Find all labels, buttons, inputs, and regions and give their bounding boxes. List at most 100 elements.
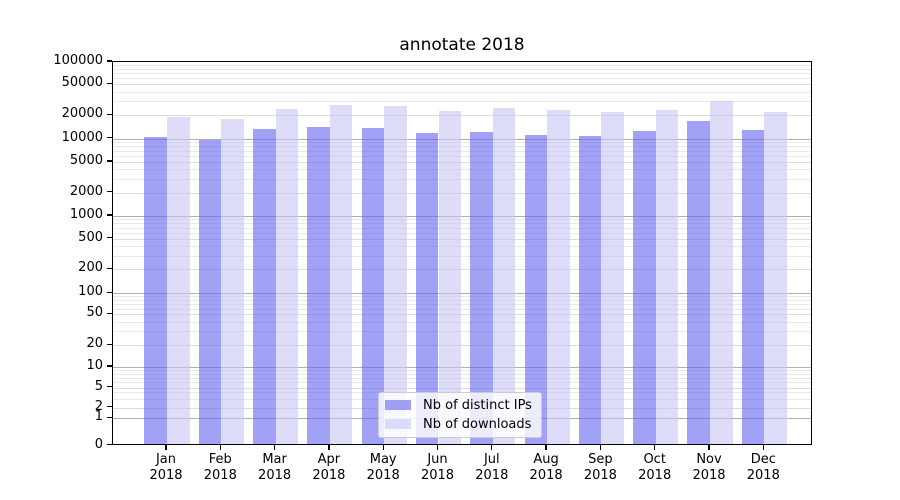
minor-gridline (113, 296, 811, 298)
x-tick-month: May (369, 452, 397, 467)
minor-gridline (113, 299, 811, 301)
bar-downloads-jul (492, 107, 516, 445)
y-tick-label: 500 (78, 229, 103, 245)
bar-distinct-ips-feb (198, 139, 222, 445)
bar-downloads-feb (221, 118, 244, 445)
x-tick-year: 2018 (529, 468, 563, 483)
x-tick-month: Aug (533, 452, 559, 467)
x-tick-year: 2018 (312, 468, 346, 483)
x-tick-year: 2018 (366, 468, 400, 483)
x-tick-year: 2018 (638, 468, 672, 483)
minor-gridline (113, 377, 811, 379)
bar-distinct-ips-sep (578, 136, 602, 445)
y-tick-mark (107, 291, 112, 293)
y-tick-label: 50000 (61, 75, 103, 91)
bar-downloads-aug (547, 109, 570, 445)
x-tick-year: 2018 (258, 468, 292, 483)
major-gridline (113, 138, 811, 140)
y-tick-label: 10000 (61, 129, 103, 145)
y-tick-label: 10 (86, 358, 103, 373)
x-tick-month: Nov (696, 452, 722, 467)
y-tick-label: 5000 (69, 153, 103, 168)
bar-downloads-may (384, 105, 407, 445)
legend-row-distinct-ips: Nb of distinct IPs (385, 397, 535, 413)
x-tick-month: Jul (483, 452, 500, 467)
bar-downloads-jan (167, 117, 190, 445)
y-tick-mark (107, 386, 112, 388)
x-tick-label: Jun 2018 (406, 452, 470, 484)
minor-gridline (113, 150, 811, 152)
labeled-gridline (113, 345, 811, 347)
bar-downloads-jun (438, 110, 462, 445)
legend: Nb of distinct IPs Nb of downloads (378, 392, 542, 438)
minor-gridline (113, 73, 811, 75)
minor-gridline (113, 373, 811, 375)
y-tick-label: 20000 (61, 106, 103, 122)
y-tick-label: 20 (86, 336, 103, 352)
minor-gridline (113, 255, 811, 257)
minor-gridline (113, 78, 811, 80)
y-tick-mark (107, 406, 112, 408)
major-gridline (113, 293, 811, 295)
x-tick-mark (219, 444, 221, 450)
minor-gridline (113, 331, 811, 333)
x-tick-year: 2018 (692, 468, 726, 483)
y-tick-mark (107, 312, 112, 314)
minor-gridline (113, 69, 811, 71)
x-tick-label: May 2018 (351, 452, 415, 484)
x-tick-label: Feb 2018 (188, 452, 252, 484)
x-tick-label: Oct 2018 (623, 452, 687, 484)
minor-gridline (113, 321, 811, 323)
y-tick-mark (107, 343, 112, 345)
y-tick-label: 100000 (53, 53, 103, 69)
minor-gridline (113, 91, 811, 93)
x-tick-year: 2018 (746, 468, 780, 483)
y-tick-mark (107, 365, 112, 367)
minor-gridline (113, 223, 811, 225)
y-tick-mark (107, 113, 112, 115)
minor-gridline (113, 304, 811, 305)
bar-distinct-ips-jul (470, 131, 493, 445)
bar-distinct-ips-may (361, 127, 385, 445)
x-tick-mark (165, 444, 167, 450)
x-tick-year: 2018 (420, 468, 455, 483)
y-tick-label: 5 (94, 378, 103, 394)
x-tick-month: Mar (262, 452, 287, 467)
labeled-gridline (113, 84, 811, 86)
x-tick-mark (382, 444, 384, 450)
labeled-gridline (113, 161, 811, 163)
bar-downloads-mar (275, 109, 299, 445)
y-tick-label: 2000 (69, 183, 103, 199)
minor-gridline (113, 227, 811, 229)
x-tick-month: Feb (208, 452, 232, 467)
minor-gridline (113, 142, 811, 144)
y-tick-mark (107, 416, 112, 418)
major-gridline (113, 366, 811, 368)
x-tick-label: Nov 2018 (677, 452, 741, 484)
bar-distinct-ips-jun (415, 133, 439, 445)
x-tick-mark (545, 444, 547, 450)
chart-title: annotate 2018 (399, 35, 525, 55)
x-tick-year: 2018 (149, 468, 183, 483)
minor-gridline (113, 219, 811, 221)
x-tick-label: Jan 2018 (134, 452, 198, 484)
x-tick-month: Sep (588, 452, 613, 467)
x-tick-year: 2018 (475, 468, 509, 483)
x-tick-label: Apr 2018 (297, 452, 361, 484)
minor-gridline (113, 246, 811, 248)
x-tick-mark (436, 444, 439, 450)
bar-distinct-ips-jan (144, 136, 167, 445)
x-tick-label: Sep 2018 (568, 452, 632, 484)
y-tick-label: 0 (94, 436, 103, 452)
labeled-gridline (113, 238, 811, 240)
bar-downloads-nov (710, 100, 733, 445)
bar-downloads-dec (764, 111, 787, 445)
minor-gridline (113, 308, 811, 310)
legend-row-downloads: Nb of downloads (385, 416, 535, 432)
minor-gridline (113, 179, 811, 180)
y-tick-label: 2 (94, 398, 103, 414)
minor-gridline (113, 65, 811, 67)
y-tick-mark (107, 237, 112, 239)
x-tick-year: 2018 (203, 468, 237, 483)
y-tick-label: 1 (94, 409, 103, 425)
